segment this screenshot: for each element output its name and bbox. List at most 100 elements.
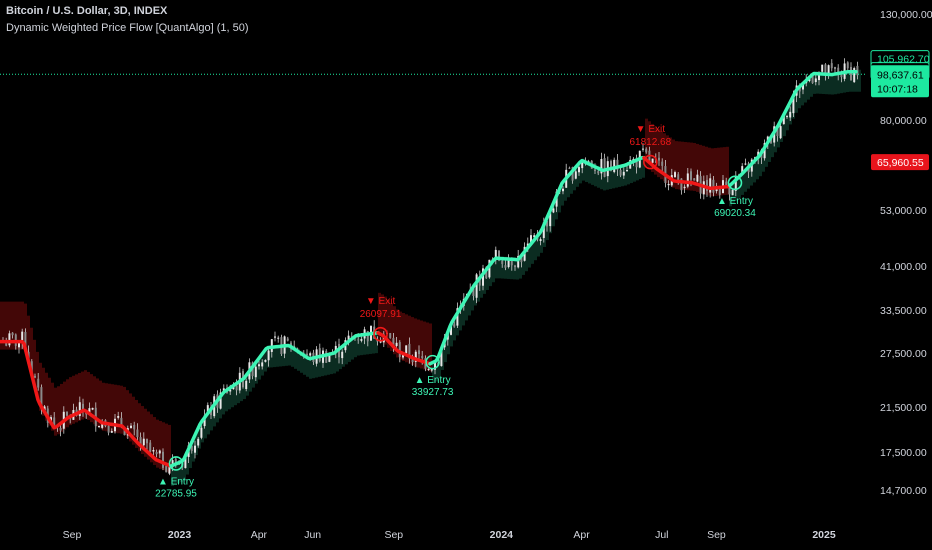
candle-body xyxy=(552,208,555,213)
y-tick-label: 80,000.00 xyxy=(880,115,927,127)
flow-segment xyxy=(642,156,732,191)
candle-body xyxy=(619,170,622,176)
band-strip xyxy=(696,143,699,192)
price-axis[interactable]: 130,000.00 80,000.00 53,000.00 41,000.00 33,… xyxy=(870,9,932,497)
band-strip xyxy=(519,256,522,279)
band-strip xyxy=(420,320,423,369)
band-strip xyxy=(45,372,48,421)
x-tick-label: Apr xyxy=(251,529,268,541)
band-strip xyxy=(141,406,144,455)
band-strip xyxy=(192,439,195,462)
candle-body xyxy=(744,163,747,165)
band-strip xyxy=(258,357,261,380)
candle-body xyxy=(472,288,475,297)
band-strip xyxy=(6,301,9,350)
band-strip xyxy=(804,80,807,103)
band-strip xyxy=(369,331,372,354)
signal-label: ▲ Entry xyxy=(158,476,194,487)
band-strip xyxy=(654,126,657,175)
band-strip xyxy=(711,148,714,197)
band-strip xyxy=(477,279,480,302)
candle-body xyxy=(718,186,721,195)
band-strip xyxy=(243,377,246,400)
band-strip xyxy=(663,133,666,182)
band-strip xyxy=(450,324,453,347)
candle-body xyxy=(203,415,206,427)
candle-body xyxy=(158,450,161,454)
candle-body xyxy=(568,167,571,169)
x-tick-label: Sep xyxy=(384,529,403,541)
candle-body xyxy=(306,353,308,356)
candle-body xyxy=(24,331,27,351)
candle-body xyxy=(197,438,200,446)
time-axis[interactable]: Sep 2023 Apr Jun Sep 2024 Apr Jul Sep 2025 xyxy=(63,529,836,541)
band-strip xyxy=(525,249,528,272)
band-strip xyxy=(162,422,165,471)
band-strip xyxy=(432,360,435,383)
band-strip xyxy=(645,118,648,167)
candle-body xyxy=(683,186,686,189)
band-strip xyxy=(390,302,393,351)
band-strip xyxy=(399,311,402,360)
band-strip xyxy=(90,374,93,423)
candle-body xyxy=(562,188,564,192)
band-strip xyxy=(312,356,315,379)
band-strip xyxy=(855,69,858,92)
band-strip xyxy=(741,172,744,195)
band-strip xyxy=(825,72,828,95)
band-strip xyxy=(771,135,774,158)
band-strip xyxy=(360,333,363,356)
band-strip xyxy=(279,344,282,367)
band-strip xyxy=(726,146,729,195)
y-tick-label: 41,000.00 xyxy=(880,261,927,273)
band-strip xyxy=(561,183,564,206)
band-strip xyxy=(822,72,825,95)
candle-body xyxy=(696,174,699,182)
band-strip xyxy=(156,419,159,468)
band-strip xyxy=(495,256,498,279)
band-strip xyxy=(723,147,726,196)
band-strip xyxy=(342,344,345,367)
band-strip xyxy=(186,452,189,475)
candle-body xyxy=(539,239,542,241)
band-strip xyxy=(240,379,243,402)
band-strip xyxy=(489,264,492,287)
band-strip xyxy=(207,412,210,435)
band-strip xyxy=(612,166,615,189)
candle-body xyxy=(498,250,500,261)
band-strip xyxy=(15,301,18,350)
candle-body xyxy=(98,425,100,427)
candle-body xyxy=(674,172,676,177)
candle-body xyxy=(414,351,417,362)
signal-ring xyxy=(727,175,743,191)
y-tick-label: 21,500.00 xyxy=(880,402,927,414)
band-strip xyxy=(294,346,297,369)
band-strip xyxy=(762,149,765,172)
candle-body xyxy=(101,421,104,428)
candle-body xyxy=(133,425,136,430)
candle-body xyxy=(427,369,430,371)
band-strip xyxy=(27,315,30,364)
band-strip xyxy=(12,301,15,350)
signal-label: ▼ Exit xyxy=(366,296,396,307)
band-strip xyxy=(687,142,690,191)
band-strip xyxy=(675,141,678,190)
band-strip xyxy=(135,399,138,448)
candle-body xyxy=(5,341,8,346)
candle-body xyxy=(309,353,312,356)
candle-body xyxy=(277,337,280,339)
band-strip xyxy=(201,420,204,443)
candle-body xyxy=(779,126,782,139)
candle-body xyxy=(603,158,606,177)
signal-price: 69020.34 xyxy=(714,208,756,219)
candle-body xyxy=(661,161,664,166)
band-strip xyxy=(441,347,444,370)
band-strip xyxy=(714,148,717,197)
band-strip xyxy=(411,317,414,366)
candle-body xyxy=(610,161,612,171)
band-strip xyxy=(21,301,24,350)
candle-body xyxy=(789,111,792,118)
band-strip xyxy=(837,71,840,94)
band-strip xyxy=(621,164,624,187)
